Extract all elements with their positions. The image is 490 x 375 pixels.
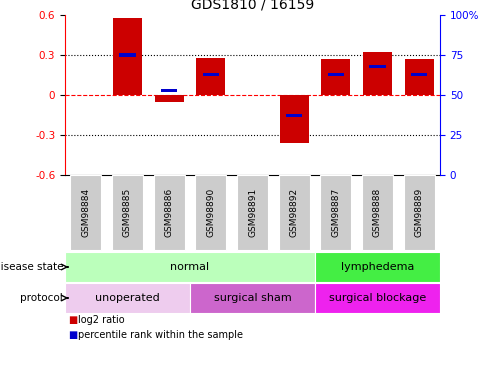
Bar: [315, 283, 440, 313]
Bar: [203, 72, 219, 76]
Text: lymphedema: lymphedema: [341, 262, 414, 272]
Bar: [237, 175, 268, 250]
Text: GSM98892: GSM98892: [290, 188, 299, 237]
Text: GSM98891: GSM98891: [248, 188, 257, 237]
Bar: [362, 175, 393, 250]
Bar: [190, 283, 315, 313]
Text: GSM98884: GSM98884: [81, 188, 90, 237]
Bar: [315, 252, 440, 282]
Bar: [320, 175, 351, 250]
Bar: [120, 53, 136, 57]
Bar: [286, 114, 302, 117]
Text: GSM98887: GSM98887: [331, 188, 341, 237]
Bar: [404, 175, 435, 250]
Bar: [65, 283, 190, 313]
Bar: [154, 175, 185, 250]
Bar: [112, 175, 143, 250]
Text: normal: normal: [171, 262, 210, 272]
Text: ■: ■: [68, 330, 77, 340]
Text: GSM98886: GSM98886: [165, 188, 173, 237]
Text: disease state: disease state: [0, 262, 63, 272]
Bar: [196, 175, 226, 250]
Bar: [279, 175, 310, 250]
Text: unoperated: unoperated: [95, 293, 160, 303]
Bar: [113, 18, 142, 95]
Bar: [154, 95, 184, 102]
Text: protocol: protocol: [20, 293, 63, 303]
Text: GSM98890: GSM98890: [206, 188, 215, 237]
Bar: [321, 59, 350, 95]
Text: surgical blockage: surgical blockage: [329, 293, 426, 303]
Bar: [65, 252, 315, 282]
Bar: [161, 88, 177, 92]
Text: GSM98885: GSM98885: [123, 188, 132, 237]
Text: log2 ratio: log2 ratio: [78, 315, 124, 325]
Bar: [196, 58, 225, 95]
Bar: [411, 72, 427, 76]
Bar: [328, 72, 344, 76]
Text: GSM98888: GSM98888: [373, 188, 382, 237]
Bar: [363, 53, 392, 95]
Bar: [405, 59, 434, 95]
Text: percentile rank within the sample: percentile rank within the sample: [78, 330, 243, 340]
Bar: [280, 95, 309, 143]
Bar: [369, 64, 386, 68]
Text: ■: ■: [68, 315, 77, 325]
Text: surgical sham: surgical sham: [214, 293, 292, 303]
Title: GDS1810 / 16159: GDS1810 / 16159: [191, 0, 314, 11]
Bar: [71, 175, 101, 250]
Text: GSM98889: GSM98889: [415, 188, 424, 237]
